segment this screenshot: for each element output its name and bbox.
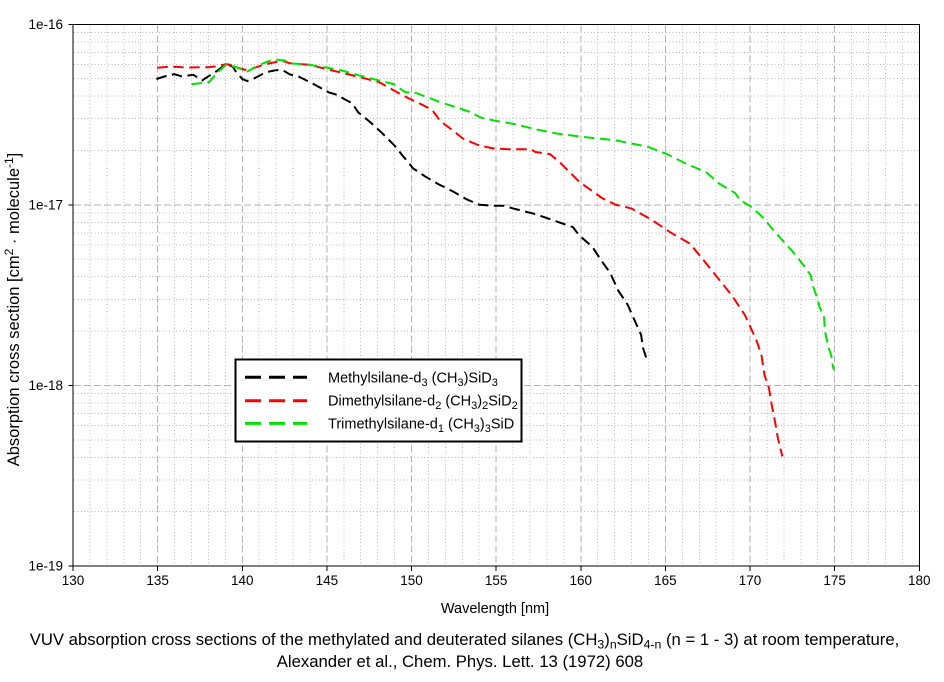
svg-text:180: 180 <box>908 573 931 588</box>
svg-text:135: 135 <box>146 573 169 588</box>
svg-text:155: 155 <box>485 573 508 588</box>
svg-text:VUV absorption cross sections: VUV absorption cross sections of the met… <box>30 630 900 652</box>
svg-text:150: 150 <box>400 573 423 588</box>
svg-text:1e-17: 1e-17 <box>28 198 63 213</box>
svg-text:Alexander et al., Chem. Phys.: Alexander et al., Chem. Phys. Lett. 13 (… <box>277 652 643 671</box>
svg-text:1e-16: 1e-16 <box>28 17 63 32</box>
svg-text:175: 175 <box>823 573 846 588</box>
svg-text:Absorption cross section [cm2: Absorption cross section [cm2 · molecule… <box>2 153 23 467</box>
svg-text:145: 145 <box>316 573 339 588</box>
svg-text:Dimethylsilane-d2 (CH3)2SiD2: Dimethylsilane-d2 (CH3)2SiD2 <box>328 394 518 413</box>
svg-text:1e-18: 1e-18 <box>28 378 63 393</box>
svg-text:165: 165 <box>654 573 677 588</box>
svg-text:Methylsilane-d3 (CH3)SiD3: Methylsilane-d3 (CH3)SiD3 <box>328 370 498 389</box>
svg-text:170: 170 <box>739 573 762 588</box>
svg-text:130: 130 <box>62 573 85 588</box>
svg-text:Wavelength [nm]: Wavelength [nm] <box>441 601 549 617</box>
svg-text:1e-19: 1e-19 <box>28 559 63 574</box>
svg-text:140: 140 <box>231 573 254 588</box>
svg-text:160: 160 <box>570 573 593 588</box>
